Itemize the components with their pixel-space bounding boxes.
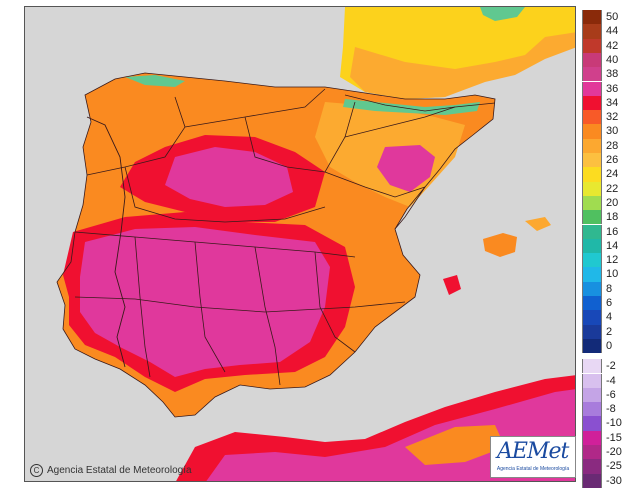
legend-label: 36 xyxy=(606,82,619,95)
legend-swatch xyxy=(582,267,602,282)
legend-swatch xyxy=(582,224,602,239)
legend-label: 6 xyxy=(606,297,613,309)
legend-label: -30 xyxy=(606,474,622,487)
legend-swatch xyxy=(582,52,602,68)
legend-swatch xyxy=(582,138,602,153)
legend-label: 12 xyxy=(606,254,619,267)
legend-swatch xyxy=(582,167,602,182)
logo-wordmark: AEMet xyxy=(497,439,569,464)
legend-swatch xyxy=(582,124,602,139)
legend-label: -2 xyxy=(606,360,616,373)
legend-swatch xyxy=(582,210,602,225)
portugal-border xyxy=(86,116,126,368)
credit-text: Agencia Estatal de Meteorología xyxy=(47,465,192,476)
legend-label: -6 xyxy=(606,388,616,401)
legend-swatch xyxy=(582,253,602,268)
legend-label: 18 xyxy=(606,211,619,224)
legend-label: 4 xyxy=(606,311,613,324)
legend-swatch xyxy=(582,373,602,388)
copyright-credit: C Agencia Estatal de Meteorología xyxy=(30,464,192,477)
legend-swatch xyxy=(582,181,602,196)
legend-label: 10 xyxy=(606,268,619,281)
legend-swatch xyxy=(582,324,602,339)
mallorca xyxy=(483,233,517,257)
legend-label: 50 xyxy=(606,11,619,23)
legend-swatch xyxy=(582,416,602,431)
map-canvas xyxy=(25,7,575,481)
legend-swatch xyxy=(582,402,602,417)
legend-swatch xyxy=(582,310,602,325)
legend-label: 8 xyxy=(606,282,613,295)
legend-swatch xyxy=(582,459,602,474)
legend-swatch xyxy=(582,338,602,354)
duero-very-hot xyxy=(165,147,293,207)
legend-swatch xyxy=(582,24,602,39)
copyright-icon: C xyxy=(30,464,43,477)
legend-label: 14 xyxy=(606,239,619,252)
legend-label: -25 xyxy=(606,460,622,473)
legend-swatch xyxy=(582,10,602,25)
north-africa-orange xyxy=(405,425,505,465)
regional-borders xyxy=(56,72,496,418)
legend-label: 28 xyxy=(606,139,619,152)
legend-swatch xyxy=(582,430,602,445)
legend-swatch xyxy=(582,445,602,460)
logo-subtitle: Agencia Estatal de Meteorología xyxy=(496,466,570,472)
legend-label: 24 xyxy=(606,168,619,181)
legend-label: 2 xyxy=(606,325,613,338)
legend-label: 42 xyxy=(606,39,619,52)
legend-swatch xyxy=(582,387,602,403)
legend-swatch xyxy=(582,281,602,296)
legend-label: 26 xyxy=(606,154,619,166)
legend-label: 22 xyxy=(606,182,619,195)
ibiza xyxy=(443,275,461,295)
legend-label: 40 xyxy=(606,53,619,66)
legend-swatch xyxy=(582,359,602,374)
cantabrian-mountains xyxy=(125,75,185,87)
legend-swatch xyxy=(582,81,602,96)
legend-label: -10 xyxy=(606,417,622,430)
southwest-very-hot xyxy=(80,227,330,377)
north-africa-hot xyxy=(206,389,575,481)
aemet-logo: AEMet Agencia Estatal de Meteorología xyxy=(490,436,576,478)
legend-swatch xyxy=(582,67,602,82)
legend-swatch xyxy=(582,473,602,488)
legend-label: 32 xyxy=(606,111,619,124)
legend-swatch xyxy=(582,38,602,53)
menorca xyxy=(525,217,551,231)
alps-mountains xyxy=(480,7,525,21)
legend-label: 20 xyxy=(606,196,619,209)
ebro-very-hot xyxy=(377,145,435,192)
legend-swatch xyxy=(582,95,602,111)
legend-swatch xyxy=(582,195,602,211)
legend-swatch xyxy=(582,110,602,125)
legend-swatch xyxy=(582,153,602,168)
legend-label: 38 xyxy=(606,68,619,81)
legend-label: 16 xyxy=(606,225,619,238)
legend-label: 30 xyxy=(606,125,619,138)
legend-swatch xyxy=(582,238,602,254)
france-spain-border xyxy=(344,94,496,112)
legend-label: -20 xyxy=(606,446,622,458)
temperature-map[interactable] xyxy=(24,6,576,482)
legend-swatch xyxy=(582,296,602,311)
legend-label: -4 xyxy=(606,374,616,387)
legend-label: 44 xyxy=(606,25,619,38)
legend-label: -8 xyxy=(606,403,616,416)
legend-label: -15 xyxy=(606,431,622,444)
france-warm-band xyxy=(350,32,575,99)
legend-label: 0 xyxy=(606,339,613,352)
legend-label: 34 xyxy=(606,96,619,109)
